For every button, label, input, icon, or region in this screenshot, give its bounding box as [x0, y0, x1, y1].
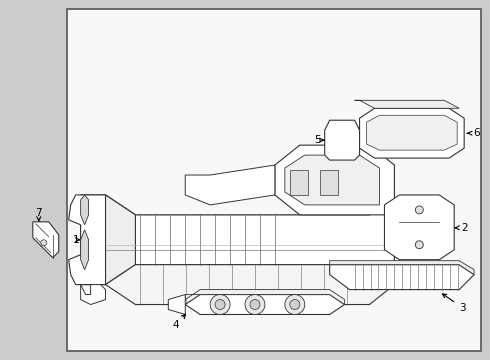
Circle shape	[245, 294, 265, 315]
Polygon shape	[33, 222, 59, 258]
Polygon shape	[81, 195, 135, 285]
Text: 4: 4	[172, 314, 186, 330]
Circle shape	[290, 300, 300, 310]
Polygon shape	[185, 165, 275, 205]
Polygon shape	[325, 120, 360, 160]
Polygon shape	[81, 230, 89, 270]
Circle shape	[210, 294, 230, 315]
Polygon shape	[105, 195, 394, 285]
Polygon shape	[105, 265, 394, 305]
Polygon shape	[275, 145, 394, 215]
Polygon shape	[285, 155, 379, 205]
Polygon shape	[81, 285, 105, 305]
Circle shape	[416, 206, 423, 214]
Polygon shape	[360, 108, 464, 158]
Circle shape	[41, 240, 47, 246]
Text: 2: 2	[455, 223, 467, 233]
Polygon shape	[185, 289, 344, 305]
Polygon shape	[355, 100, 459, 108]
Polygon shape	[185, 294, 344, 315]
Polygon shape	[385, 195, 454, 260]
Text: 6: 6	[467, 128, 479, 138]
Text: 3: 3	[442, 294, 466, 312]
Circle shape	[416, 241, 423, 249]
Text: 1: 1	[73, 235, 79, 245]
Polygon shape	[81, 195, 89, 225]
Polygon shape	[168, 294, 185, 315]
Text: 5: 5	[315, 135, 324, 145]
Circle shape	[285, 294, 305, 315]
Circle shape	[250, 300, 260, 310]
Polygon shape	[319, 170, 338, 195]
Polygon shape	[69, 195, 105, 285]
Polygon shape	[367, 115, 457, 150]
Polygon shape	[330, 261, 474, 275]
Bar	[67, 9, 481, 351]
Polygon shape	[330, 265, 474, 289]
Polygon shape	[290, 170, 308, 195]
Circle shape	[215, 300, 225, 310]
Text: 7: 7	[35, 208, 42, 221]
